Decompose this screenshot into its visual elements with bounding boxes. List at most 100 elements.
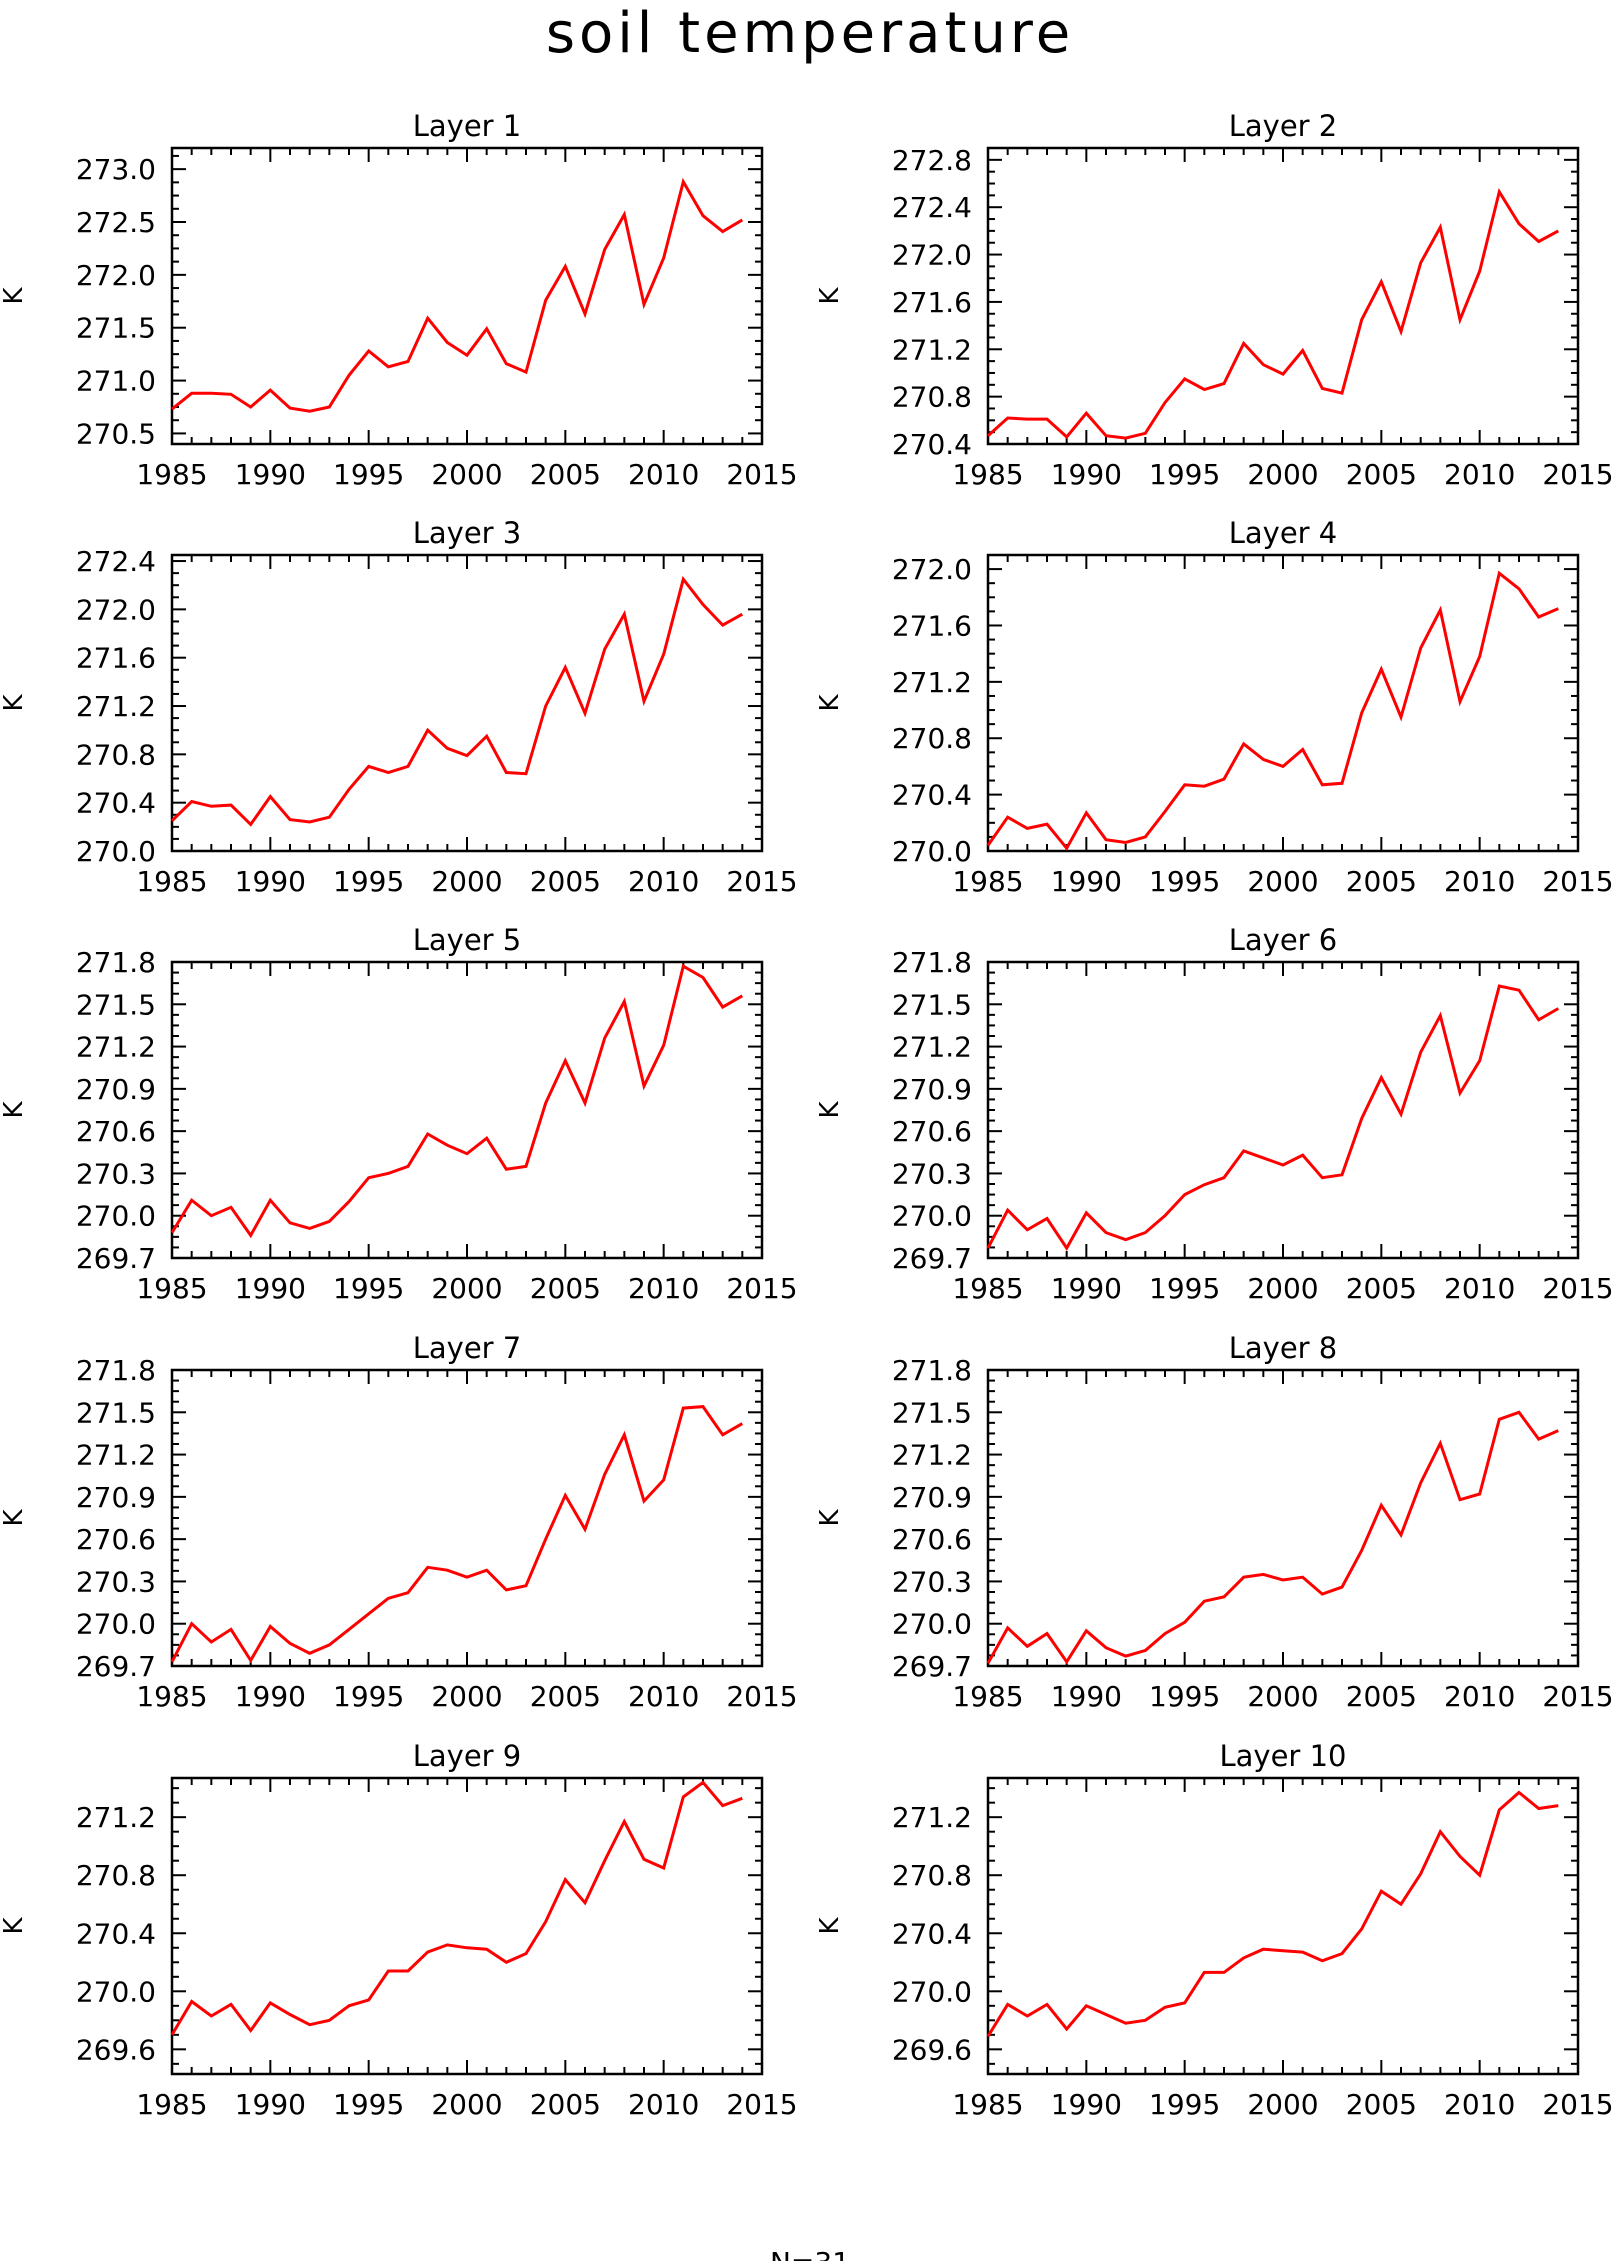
y-tick-label: 270.4 — [892, 428, 972, 461]
y-tick-label: 272.4 — [76, 545, 156, 578]
y-tick-label: 270.8 — [892, 1859, 972, 1892]
y-tick-label: 273.0 — [76, 153, 156, 186]
plot-frame — [986, 1368, 1580, 1668]
x-tick-label: 2005 — [530, 458, 601, 491]
x-tick-label: 1985 — [952, 1272, 1023, 1305]
y-tick-label: 271.8 — [76, 946, 156, 979]
plot-frame — [986, 553, 1580, 853]
y-tick-label: 270.9 — [76, 1481, 156, 1514]
x-tick-label: 2015 — [726, 2088, 797, 2121]
panel-layer-9: Layer 9 1985 1990 1995 2000 2005 2010 2015 269.6… — [0, 1739, 798, 2121]
x-tick-label: 1990 — [1051, 1272, 1122, 1305]
panel-layer-1: Layer 1 1985 1990 1995 2000 2005 2010 2015 270.5… — [0, 109, 798, 491]
x-tick-label: 2010 — [628, 865, 699, 898]
y-tick-label: 271.5 — [892, 1396, 972, 1429]
x-tick-label: 1985 — [136, 2088, 207, 2121]
series-line — [170, 575, 744, 827]
x-tick-label: 1985 — [952, 2088, 1023, 2121]
x-tick-label: 2000 — [431, 1680, 502, 1713]
x-tick-label: 1995 — [1149, 2088, 1220, 2121]
y-tick-label: 270.3 — [76, 1565, 156, 1598]
series-line — [171, 177, 744, 413]
y-tick-label: 269.7 — [76, 1242, 156, 1275]
y-tick-label: 270.3 — [76, 1157, 156, 1190]
y-tick-label: 272.0 — [892, 239, 972, 272]
x-tick-label: 1985 — [952, 1680, 1023, 1713]
x-tick-label: 1990 — [235, 1272, 306, 1305]
x-tick-label: 1995 — [1149, 1272, 1220, 1305]
panel-title: Layer 10 — [1220, 1739, 1347, 1773]
series-line — [986, 187, 1560, 440]
y-tick-label: 270.4 — [892, 779, 972, 812]
series-line — [986, 570, 1559, 851]
x-tick-label: 1990 — [235, 2088, 306, 2121]
y-tick-label: 271.2 — [76, 1031, 156, 1064]
x-tick-label: 2015 — [726, 1272, 797, 1305]
y-tick-label: 270.9 — [892, 1481, 972, 1514]
x-tick-label: 2015 — [1542, 865, 1613, 898]
x-tick-label: 2000 — [1247, 865, 1318, 898]
x-tick-label: 1985 — [136, 1272, 207, 1305]
panel-title: Layer 2 — [1229, 109, 1338, 143]
y-axis-label: K — [815, 1509, 845, 1527]
x-tick-label: 1990 — [1051, 458, 1122, 491]
y-tick-label: 270.0 — [892, 1200, 972, 1233]
series-line — [170, 1780, 743, 2036]
plot-frame — [986, 960, 1580, 1260]
x-tick-label: 1995 — [1149, 458, 1220, 491]
panel-layer-2: Layer 2 1985 1990 1995 2000 2005 2010 2015 270.4… — [815, 109, 1614, 491]
y-tick-label: 269.7 — [76, 1650, 156, 1683]
x-tick-label: 1995 — [333, 2088, 404, 2121]
y-tick-label: 270.0 — [892, 1975, 972, 2008]
plot-frame — [986, 146, 1580, 446]
series-line — [170, 963, 744, 1239]
x-tick-label: 2010 — [1444, 458, 1515, 491]
x-tick-label: 2005 — [1346, 865, 1417, 898]
y-tick-label: 270.0 — [76, 835, 156, 868]
panel-title: Layer 5 — [413, 923, 522, 957]
y-tick-label: 271.2 — [76, 1439, 156, 1472]
y-tick-label: 271.2 — [892, 666, 972, 699]
plot-frame — [170, 1776, 764, 2076]
x-tick-label: 2005 — [1346, 2088, 1417, 2121]
panel-layer-3: Layer 3 1985 1990 1995 2000 2005 2010 2015 270.0… — [0, 516, 798, 898]
y-tick-label: 270.0 — [76, 1200, 156, 1233]
y-tick-label: 269.7 — [892, 1650, 972, 1683]
panel-layer-6: Layer 6 1985 1990 1995 2000 2005 2010 2015 269.7… — [815, 923, 1614, 1305]
panel-layer-7: Layer 7 1985 1990 1995 2000 2005 2010 2015 269.7… — [0, 1331, 798, 1713]
y-tick-label: 271.5 — [76, 988, 156, 1021]
y-tick-label: 270.8 — [76, 738, 156, 771]
x-tick-label: 2000 — [431, 865, 502, 898]
y-tick-label: 270.3 — [892, 1565, 972, 1598]
y-tick-label: 269.6 — [892, 2033, 972, 2066]
y-tick-label: 272.8 — [892, 144, 972, 177]
y-tick-label: 270.4 — [892, 1917, 972, 1950]
panel-title: Layer 3 — [413, 516, 522, 550]
series-line — [170, 1405, 744, 1664]
panel-grid: Layer 1 1985 1990 1995 2000 2005 2010 2015 270.5… — [0, 109, 1614, 2121]
y-axis-label: K — [0, 694, 29, 712]
x-tick-label: 2005 — [1346, 1680, 1417, 1713]
x-tick-label: 2000 — [1247, 1680, 1318, 1713]
x-tick-label: 1985 — [952, 865, 1023, 898]
x-tick-label: 1995 — [1149, 865, 1220, 898]
x-tick-label: 2000 — [431, 458, 502, 491]
x-tick-label: 2015 — [726, 1680, 797, 1713]
y-tick-label: 270.4 — [76, 1917, 156, 1950]
y-tick-label: 272.4 — [892, 191, 972, 224]
panel-layer-4: Layer 4 1985 1990 1995 2000 2005 2010 2015 270.0… — [815, 516, 1614, 898]
panel-layer-8: Layer 8 1985 1990 1995 2000 2005 2010 2015 269.7… — [815, 1331, 1614, 1713]
x-tick-label: 1995 — [333, 458, 404, 491]
y-tick-label: 271.2 — [892, 333, 972, 366]
y-axis-label: K — [0, 1917, 29, 1935]
y-axis-label: K — [815, 1917, 845, 1935]
x-tick-label: 1990 — [1051, 2088, 1122, 2121]
x-tick-label: 2000 — [1247, 2088, 1318, 2121]
panel-title: Layer 7 — [413, 1331, 522, 1365]
x-tick-label: 1990 — [235, 1680, 306, 1713]
y-tick-label: 271.8 — [76, 1354, 156, 1387]
figure-title: soil temperature — [546, 1, 1074, 66]
x-tick-label: 2005 — [530, 2088, 601, 2121]
y-tick-label: 271.8 — [892, 1354, 972, 1387]
x-tick-label: 2005 — [1346, 458, 1417, 491]
